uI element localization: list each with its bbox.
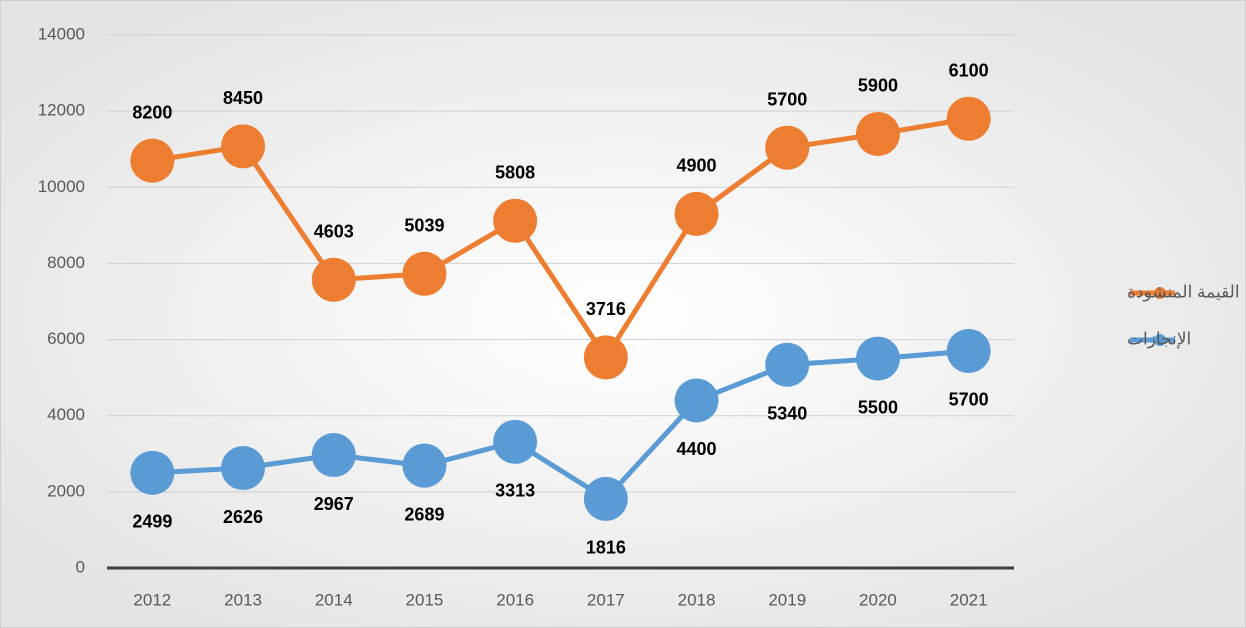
marker (493, 419, 538, 464)
marker (311, 257, 356, 302)
data-label: 2626 (223, 507, 263, 527)
x-tick-label: 2021 (950, 590, 988, 609)
marker (402, 443, 447, 488)
x-tick-label: 2018 (678, 590, 716, 609)
series-line (152, 348, 969, 502)
data-label: 5900 (858, 76, 898, 96)
data-label: 5700 (767, 89, 807, 109)
marker (130, 450, 175, 495)
x-tick-label: 2016 (496, 590, 534, 609)
x-tick-label: 2015 (406, 590, 444, 609)
data-label: 5340 (767, 403, 807, 423)
marker (402, 251, 447, 296)
data-label: 2967 (314, 494, 354, 514)
marker (583, 476, 628, 521)
legend-label: الإنجازات (1127, 329, 1191, 348)
data-label: 4603 (314, 222, 354, 242)
y-tick-label: 2000 (47, 481, 85, 500)
marker (765, 342, 810, 387)
marker (311, 433, 356, 478)
data-label: 5808 (495, 163, 535, 183)
y-tick-label: 14000 (38, 24, 85, 43)
marker (674, 191, 719, 236)
marker (130, 138, 175, 183)
x-tick-label: 2013 (224, 590, 262, 609)
x-tick-label: 2019 (768, 590, 806, 609)
data-label: 1816 (586, 538, 626, 558)
y-tick-label: 8000 (47, 253, 85, 272)
y-tick-label: 4000 (47, 405, 85, 424)
x-tick-label: 2014 (315, 590, 353, 609)
marker (493, 198, 538, 243)
data-label: 4400 (677, 439, 717, 459)
x-tick-label: 2020 (859, 590, 897, 609)
data-label: 3313 (495, 481, 535, 501)
marker (946, 96, 991, 141)
data-label: 2499 (132, 512, 172, 532)
marker (221, 446, 266, 491)
data-label: 5039 (404, 216, 444, 236)
legend-label: القيمة المنشودة (1127, 282, 1240, 301)
x-tick-label: 2017 (587, 590, 625, 609)
legend-marker (1154, 287, 1166, 299)
data-label: 8450 (223, 88, 263, 108)
marker (855, 111, 900, 156)
data-label: 5500 (858, 397, 898, 417)
marker (946, 328, 991, 373)
y-tick-label: 0 (76, 557, 85, 576)
y-tick-label: 10000 (38, 177, 85, 196)
data-label: 5700 (949, 390, 989, 410)
x-tick-label: 2012 (133, 590, 171, 609)
data-label: 2689 (404, 504, 444, 524)
data-label: 4900 (677, 156, 717, 176)
data-label: 6100 (949, 61, 989, 81)
legend-marker (1154, 334, 1166, 346)
marker (765, 125, 810, 170)
data-label: 3716 (586, 299, 626, 319)
marker (855, 336, 900, 381)
marker (221, 124, 266, 169)
y-tick-label: 6000 (47, 329, 85, 348)
marker (583, 335, 628, 380)
marker (674, 378, 719, 423)
data-label: 8200 (132, 102, 172, 122)
series-line (151, 116, 970, 360)
y-tick-label: 12000 (38, 101, 85, 120)
